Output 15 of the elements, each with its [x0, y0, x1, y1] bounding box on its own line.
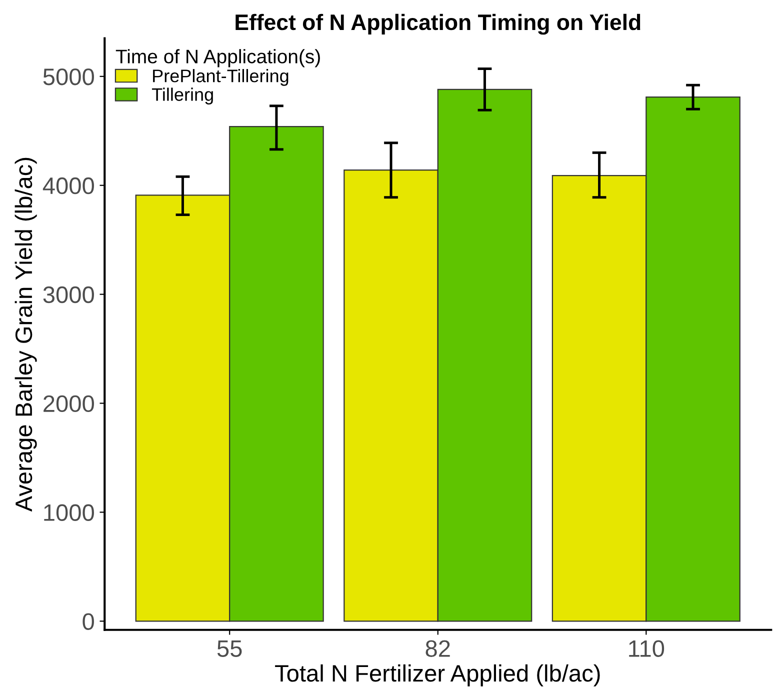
y-tick-label: 0	[82, 613, 94, 630]
y-tick-label: 3000	[43, 286, 94, 304]
y-tick-label: 2000	[44, 395, 94, 412]
x-tick-label: 55	[217, 640, 242, 657]
legend-label: PrePlant-Tillering	[153, 69, 288, 86]
y-axis-title: Average Barley Grain Yield (lb/ac)	[14, 158, 37, 512]
y-tick-label: 1000	[44, 504, 94, 521]
x-axis-title: Total N Fertilizer Applied (lb/ac)	[275, 664, 600, 686]
x-tick-label: 110	[629, 640, 664, 657]
legend-label: Tillering	[152, 88, 213, 105]
legend-title: Time of N Application(s)	[116, 49, 320, 68]
y-tick-label: 4000	[42, 177, 94, 194]
chart-title: Effect of N Application Timing on Yield	[236, 14, 640, 35]
y-tick-label: 5000	[43, 68, 94, 86]
x-tick-label: 82	[426, 640, 450, 657]
